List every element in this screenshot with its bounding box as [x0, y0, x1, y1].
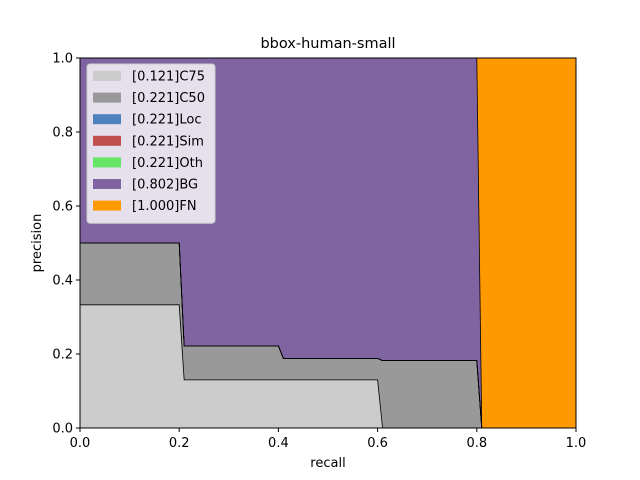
area-edges — [80, 58, 576, 428]
legend-label: [0.221]Oth — [132, 156, 203, 171]
x-tick-label: 0.4 — [268, 436, 289, 451]
y-tick-label: 0.0 — [52, 422, 73, 437]
x-tick-label: 0.2 — [169, 436, 190, 451]
legend-label: [1.000]FN — [132, 199, 197, 214]
edge-0 — [80, 304, 576, 428]
y-tick-label: 1.0 — [52, 52, 73, 67]
legend-swatch — [93, 71, 121, 81]
y-tick-label: 0.4 — [52, 274, 73, 289]
x-tick-label: 1.0 — [566, 436, 587, 451]
y-tick-label: 0.2 — [52, 348, 73, 363]
y-axis-ticks: 0.0 0.2 0.4 0.6 0.8 1.0 — [52, 52, 80, 437]
x-axis-label: recall — [310, 456, 345, 471]
legend-swatch — [93, 200, 121, 211]
legend-swatch — [93, 114, 121, 125]
chart-title: bbox-human-small — [260, 36, 395, 52]
plot-frame — [79, 57, 577, 429]
y-tick-label: 0.8 — [52, 126, 73, 141]
x-axis-ticks: 0.0 0.2 0.4 0.6 0.8 1.0 — [70, 428, 587, 451]
legend-swatch — [93, 179, 121, 189]
x-tick-label: 0.6 — [367, 436, 388, 451]
y-tick-label: 0.6 — [52, 200, 73, 215]
y-axis-label: precision — [30, 214, 45, 273]
legend-swatch — [93, 157, 121, 168]
edge-5 — [80, 58, 576, 428]
x-tick-label: 0.8 — [466, 436, 487, 451]
legend-swatch — [93, 135, 121, 146]
legend-swatch — [93, 92, 121, 103]
legend: [0.121]C75 [0.221]C50 [0.221]Loc [0.221]Sim… — [86, 63, 216, 224]
legend-label: [0.121]C75 — [132, 70, 205, 85]
legend-label: [0.221]C50 — [132, 91, 205, 106]
area-0 — [80, 304, 576, 428]
edge-4 — [80, 242, 576, 428]
legend-label: [0.802]BG — [132, 178, 198, 193]
x-tick-label: 0.0 — [70, 436, 91, 451]
legend-label: [0.221]Loc — [132, 113, 201, 128]
legend-label: [0.221]Sim — [132, 134, 204, 149]
